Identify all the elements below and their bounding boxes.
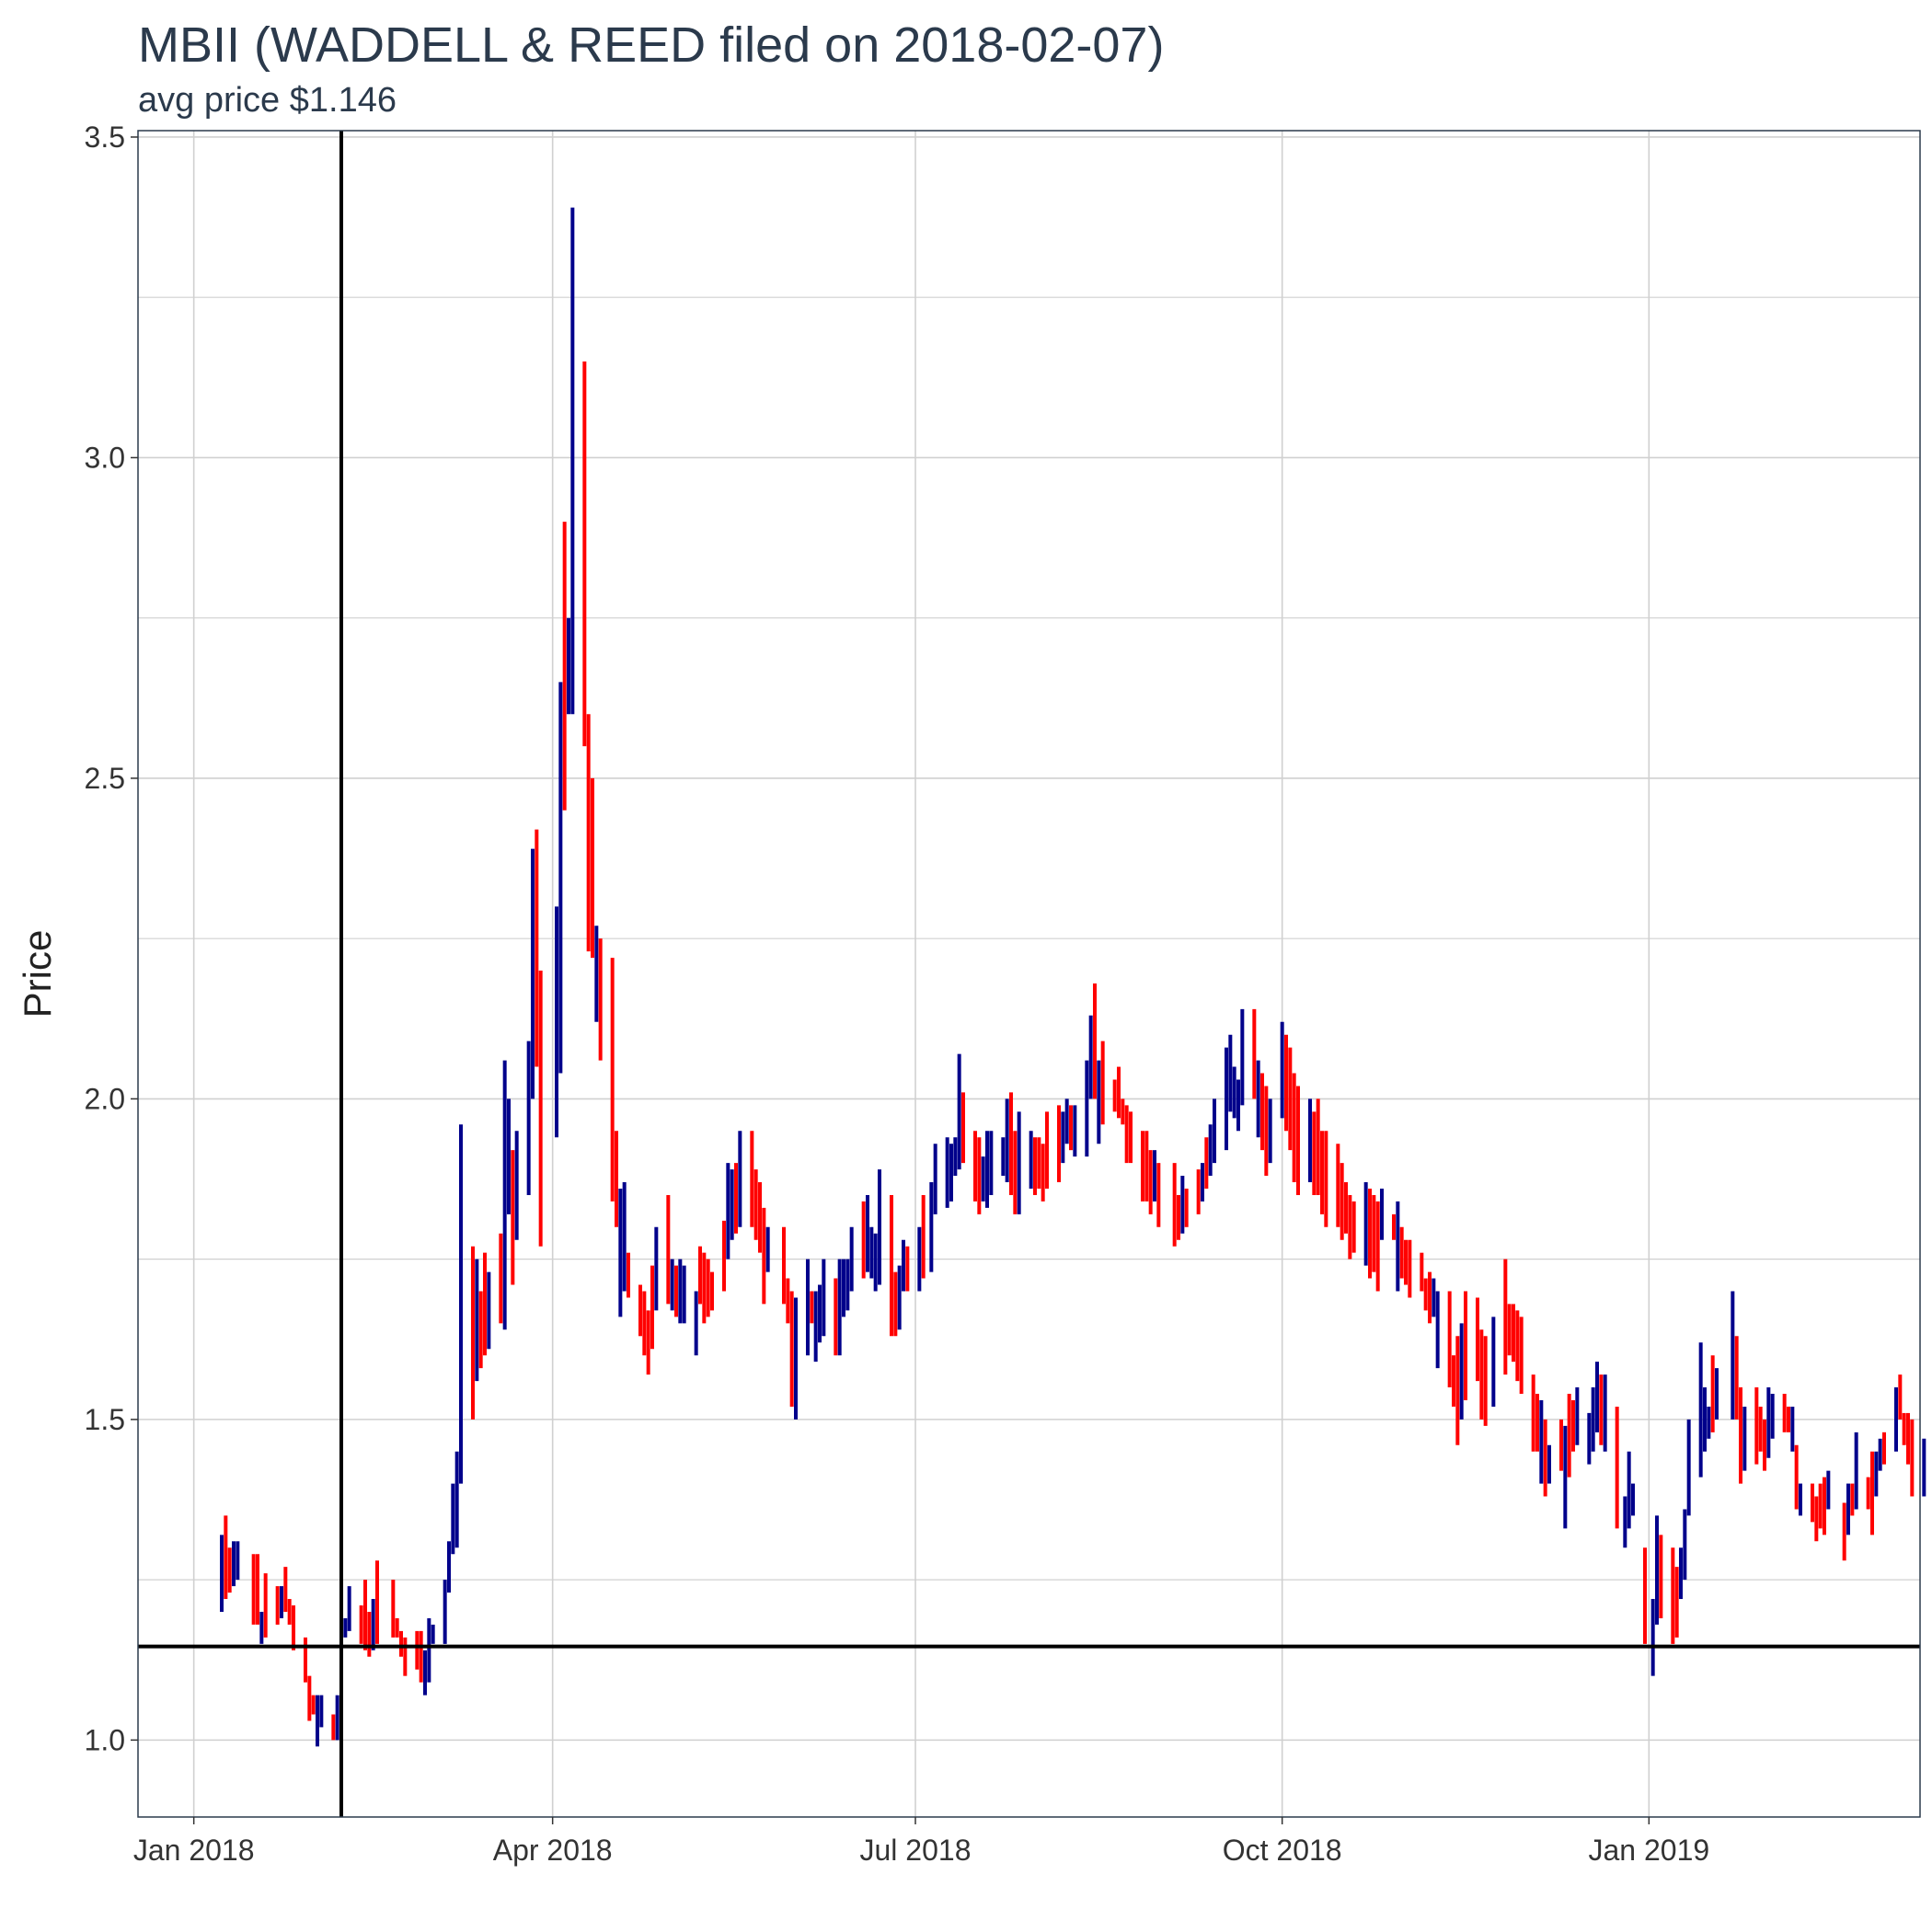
chart-subtitle: avg price $1.146 bbox=[138, 81, 397, 120]
y-tick-label: 1.5 bbox=[85, 1403, 125, 1436]
y-tick-label: 2.5 bbox=[85, 762, 125, 795]
plot-panel-border bbox=[137, 130, 1921, 1818]
x-tick-label: Jan 2018 bbox=[133, 1834, 255, 1867]
x-tick-label: Apr 2018 bbox=[493, 1834, 613, 1867]
y-tick-label: 1.0 bbox=[85, 1723, 125, 1756]
reference-lines-layer bbox=[138, 131, 1920, 1817]
price-bars-layer bbox=[220, 207, 1926, 1747]
x-tick-label: Jan 2019 bbox=[1588, 1834, 1709, 1867]
y-tick-label: 3.0 bbox=[85, 441, 125, 474]
y-tick-label: 2.0 bbox=[85, 1082, 125, 1115]
x-axis-ticks: Jan 2018 Apr 2018 Jul 2018 Oct 2018 Jan 2019 bbox=[133, 1817, 1709, 1867]
y-axis-title: Price bbox=[16, 930, 59, 1018]
x-tick-label: Jul 2018 bbox=[860, 1834, 972, 1867]
grid-layer bbox=[138, 131, 1920, 1817]
y-axis-ticks: 1.0 1.5 2.0 2.5 3.0 3.5 bbox=[85, 121, 138, 1756]
x-tick-label: Oct 2018 bbox=[1223, 1834, 1342, 1867]
y-tick-label: 3.5 bbox=[85, 121, 125, 154]
chart-title: MBII (WADDELL & REED filed on 2018-02-07… bbox=[138, 17, 1165, 73]
